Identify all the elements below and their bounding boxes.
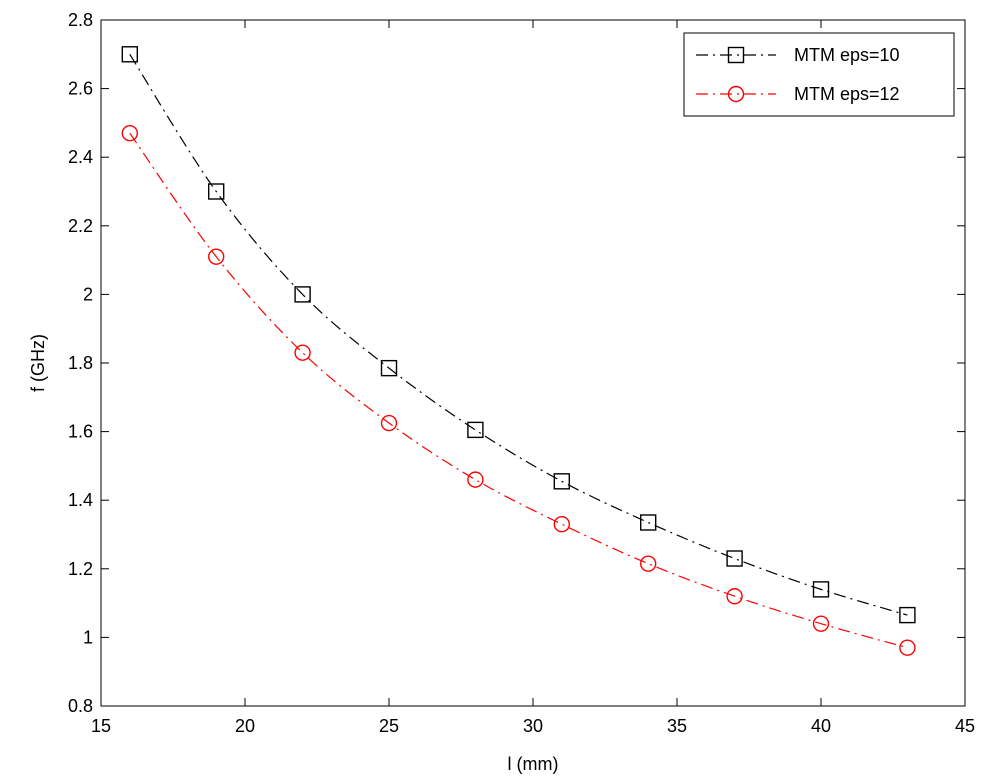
data-point-circle	[380, 414, 398, 432]
ticks: 15 20 25 30 35 40 45 0.8 1 1.2 1.4 1.6 1.8 2 2.2 2.4 2.6…	[68, 10, 975, 736]
legend-label-2: MTM eps=12	[794, 84, 900, 104]
x-tick-label: 15	[91, 716, 111, 736]
data-point-square	[294, 286, 311, 303]
data-point-square	[640, 514, 657, 531]
data-point-square	[726, 550, 743, 567]
data-point-circle	[294, 344, 311, 361]
y-tick-label: 2.2	[68, 216, 93, 236]
x-tick-label: 25	[379, 716, 399, 736]
legend-label-1: MTM eps=10	[794, 45, 900, 65]
data-point-circle	[207, 248, 225, 265]
y-tick-label: 2.6	[68, 79, 93, 99]
data-point-square	[207, 183, 225, 200]
series-line-1	[129, 53, 908, 616]
data-point-circle	[899, 639, 916, 656]
data-point-square	[899, 606, 916, 624]
data-point-circle	[812, 615, 830, 632]
data-point-square	[467, 421, 484, 439]
plot-frame	[100, 19, 966, 707]
legend-marker-square	[727, 46, 745, 64]
y-tick-label: 2.4	[68, 147, 93, 167]
legend: MTM eps=10 MTM eps=12	[683, 32, 955, 117]
x-tick-label: 30	[523, 716, 543, 736]
series-markers	[121, 46, 916, 656]
y-tick-label: 1.4	[68, 490, 93, 510]
x-axis-label: l (mm)	[508, 754, 559, 774]
series-curves	[129, 53, 908, 649]
y-tick-label: 2	[83, 284, 93, 304]
legend-marker-circle	[727, 85, 745, 103]
axes	[100, 19, 966, 707]
data-point-circle	[467, 471, 484, 488]
x-tick-label: 35	[667, 716, 687, 736]
y-tick-label: 1	[83, 627, 93, 647]
y-tick-label: 2.8	[68, 10, 93, 30]
data-point-circle	[640, 555, 657, 572]
data-point-circle	[121, 124, 139, 142]
y-axis-label: f (GHz)	[28, 334, 48, 392]
data-point-circle	[553, 516, 570, 533]
x-tick-label: 20	[235, 716, 255, 736]
data-point-square	[121, 46, 139, 63]
data-point-square	[380, 359, 398, 377]
y-tick-label: 1.2	[68, 559, 93, 579]
y-tick-label: 1.6	[68, 422, 93, 442]
y-tick-label: 0.8	[68, 696, 93, 716]
y-tick-label: 1.8	[68, 353, 93, 373]
data-point-square	[553, 473, 570, 490]
series-line-2	[129, 132, 908, 649]
data-point-circle	[726, 588, 743, 605]
x-tick-label: 45	[955, 716, 975, 736]
data-point-square	[812, 581, 830, 598]
x-tick-label: 40	[811, 716, 831, 736]
